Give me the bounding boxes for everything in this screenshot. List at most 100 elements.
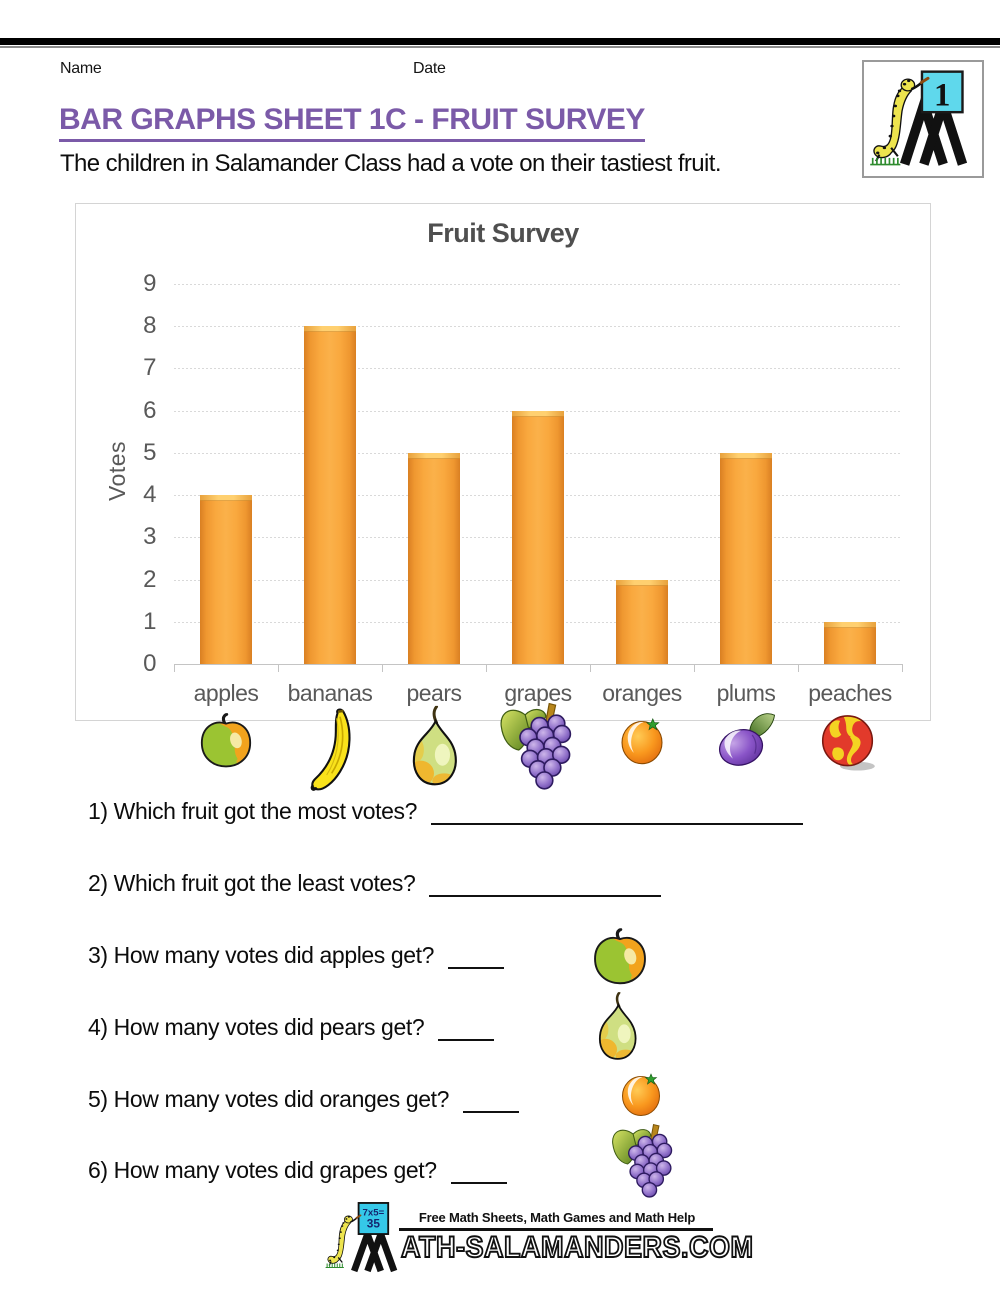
- name-field-label: Name: [60, 60, 102, 77]
- plum-icon: [714, 709, 778, 771]
- question-number: 4): [88, 1014, 108, 1040]
- x-axis-label-peaches: peaches: [808, 680, 892, 706]
- peach-icon: [819, 711, 881, 773]
- site-wordmark: ATH-SALAMANDERS.COM: [400, 1230, 754, 1264]
- answer-blank-1[interactable]: [431, 801, 804, 825]
- footer-tagline: Free Math Sheets, Math Games and Math He…: [418, 1210, 696, 1225]
- sheet-number-badge: 1: [862, 60, 984, 178]
- page-title: BAR GRAPHS SHEET 1C - FRUIT SURVEY: [59, 103, 645, 142]
- y-tick-label: 3: [143, 523, 156, 551]
- question-4: 4) How many votes did pears get?: [88, 1014, 494, 1048]
- question-text: Which fruit got the least votes?: [113, 870, 416, 896]
- x-axis-label-bananas: bananas: [287, 680, 373, 706]
- bar-oranges: [616, 579, 668, 664]
- bar-bananas: [304, 326, 356, 664]
- answer-blank-6[interactable]: [450, 1160, 507, 1184]
- x-axis-label-oranges: oranges: [602, 680, 682, 706]
- bar-apples: [200, 495, 252, 664]
- axis-fruit-grapes: [498, 702, 578, 798]
- question-text: Which fruit got the most votes?: [113, 798, 418, 824]
- y-tick-label: 2: [143, 565, 156, 593]
- axis-tick: [798, 664, 799, 672]
- bar-pears: [408, 452, 460, 664]
- pear-icon: [594, 992, 640, 1064]
- x-axis-label-apples: apples: [193, 680, 259, 706]
- gridline: [174, 284, 902, 285]
- question-6: 6) How many votes did grapes get?: [88, 1157, 507, 1191]
- pear-icon: [407, 704, 461, 792]
- y-tick-label: 9: [143, 270, 156, 297]
- question-number: 2): [88, 870, 108, 896]
- x-axis-label-plums: plums: [716, 680, 776, 706]
- question-number: 5): [88, 1086, 108, 1112]
- y-tick-label: 0: [143, 650, 156, 677]
- question-text: How many votes did pears get?: [113, 1014, 425, 1040]
- banana-icon: [305, 708, 355, 792]
- axis-fruit-pear: [407, 704, 461, 792]
- x-axis-label-pears: pears: [406, 680, 462, 706]
- apple-icon: [588, 928, 652, 986]
- axis-fruit-orange: [615, 711, 669, 771]
- sheet-number: 1: [934, 77, 950, 113]
- axis-fruit-peach: [819, 711, 881, 773]
- footer-rule: [399, 1228, 713, 1231]
- chart-title: Fruit Survey: [427, 218, 579, 248]
- x-axis-label-grapes: grapes: [504, 680, 572, 706]
- answer-blank-2[interactable]: [429, 873, 662, 897]
- axis-tick: [174, 664, 175, 672]
- top-rule: [0, 38, 1000, 48]
- grapes-icon: [498, 702, 578, 798]
- bar-plums: [720, 452, 772, 664]
- orange-icon: [615, 711, 669, 771]
- question-text: How many votes did grapes get?: [113, 1157, 437, 1183]
- question-text: How many votes did apples get?: [113, 942, 435, 968]
- axis-tick: [486, 664, 487, 672]
- axis-tick: [278, 664, 279, 672]
- orange-icon: [616, 1067, 666, 1122]
- bar-chart: Fruit Survey Votes 0 1 2 3 4 5 6 7 8 9 apples banan…: [75, 203, 931, 721]
- answer-blank-5[interactable]: [463, 1089, 520, 1113]
- axis-tick: [382, 664, 383, 672]
- y-tick-label: 6: [143, 396, 156, 424]
- apple-icon: [588, 928, 652, 986]
- apple-icon: [195, 713, 257, 769]
- pear-icon: [594, 992, 640, 1064]
- y-tick-label: 7: [143, 354, 156, 382]
- y-tick-label: 4: [143, 481, 156, 509]
- footer-logo: 7x5= 35: [324, 1200, 408, 1274]
- gridline: [174, 368, 902, 370]
- board-equation-line2: 35: [367, 1216, 381, 1230]
- question-number: 6): [88, 1157, 108, 1183]
- axis-tick: [694, 664, 695, 672]
- salamander-footer-icon: 7x5= 35: [324, 1202, 398, 1273]
- bar-peaches: [824, 621, 876, 664]
- date-field-label: Date: [413, 60, 446, 77]
- axis-tick: [590, 664, 591, 672]
- y-tick-label: 5: [143, 438, 156, 466]
- question-number: 1): [88, 798, 108, 824]
- question-text: How many votes did oranges get?: [113, 1086, 450, 1112]
- axis-fruit-banana: [305, 708, 355, 792]
- grapes-icon: [610, 1123, 678, 1205]
- grapes-icon: [610, 1123, 678, 1205]
- answer-blank-3[interactable]: [448, 945, 505, 969]
- axis-fruit-apple: [195, 713, 257, 769]
- question-1: 1) Which fruit got the most votes?: [88, 798, 804, 832]
- page-subtitle: The children in Salamander Class had a v…: [60, 150, 722, 177]
- question-number: 3): [88, 942, 108, 968]
- question-2: 2) Which fruit got the least votes?: [88, 870, 662, 904]
- board-equation-line1: 7x5=: [363, 1208, 385, 1219]
- x-axis-line: [174, 664, 902, 665]
- orange-icon: [616, 1067, 666, 1122]
- question-5: 5) How many votes did oranges get?: [88, 1086, 519, 1120]
- y-axis-title: Votes: [104, 440, 130, 502]
- bar-grapes: [512, 410, 564, 664]
- axis-fruit-plum: [714, 709, 778, 771]
- question-3: 3) How many votes did apples get?: [88, 942, 504, 976]
- y-tick-label: 1: [143, 607, 156, 635]
- salamander-badge-icon: 1: [868, 70, 968, 167]
- gridline: [174, 326, 902, 328]
- y-tick-label: 8: [143, 312, 156, 340]
- answer-blank-4[interactable]: [438, 1017, 495, 1041]
